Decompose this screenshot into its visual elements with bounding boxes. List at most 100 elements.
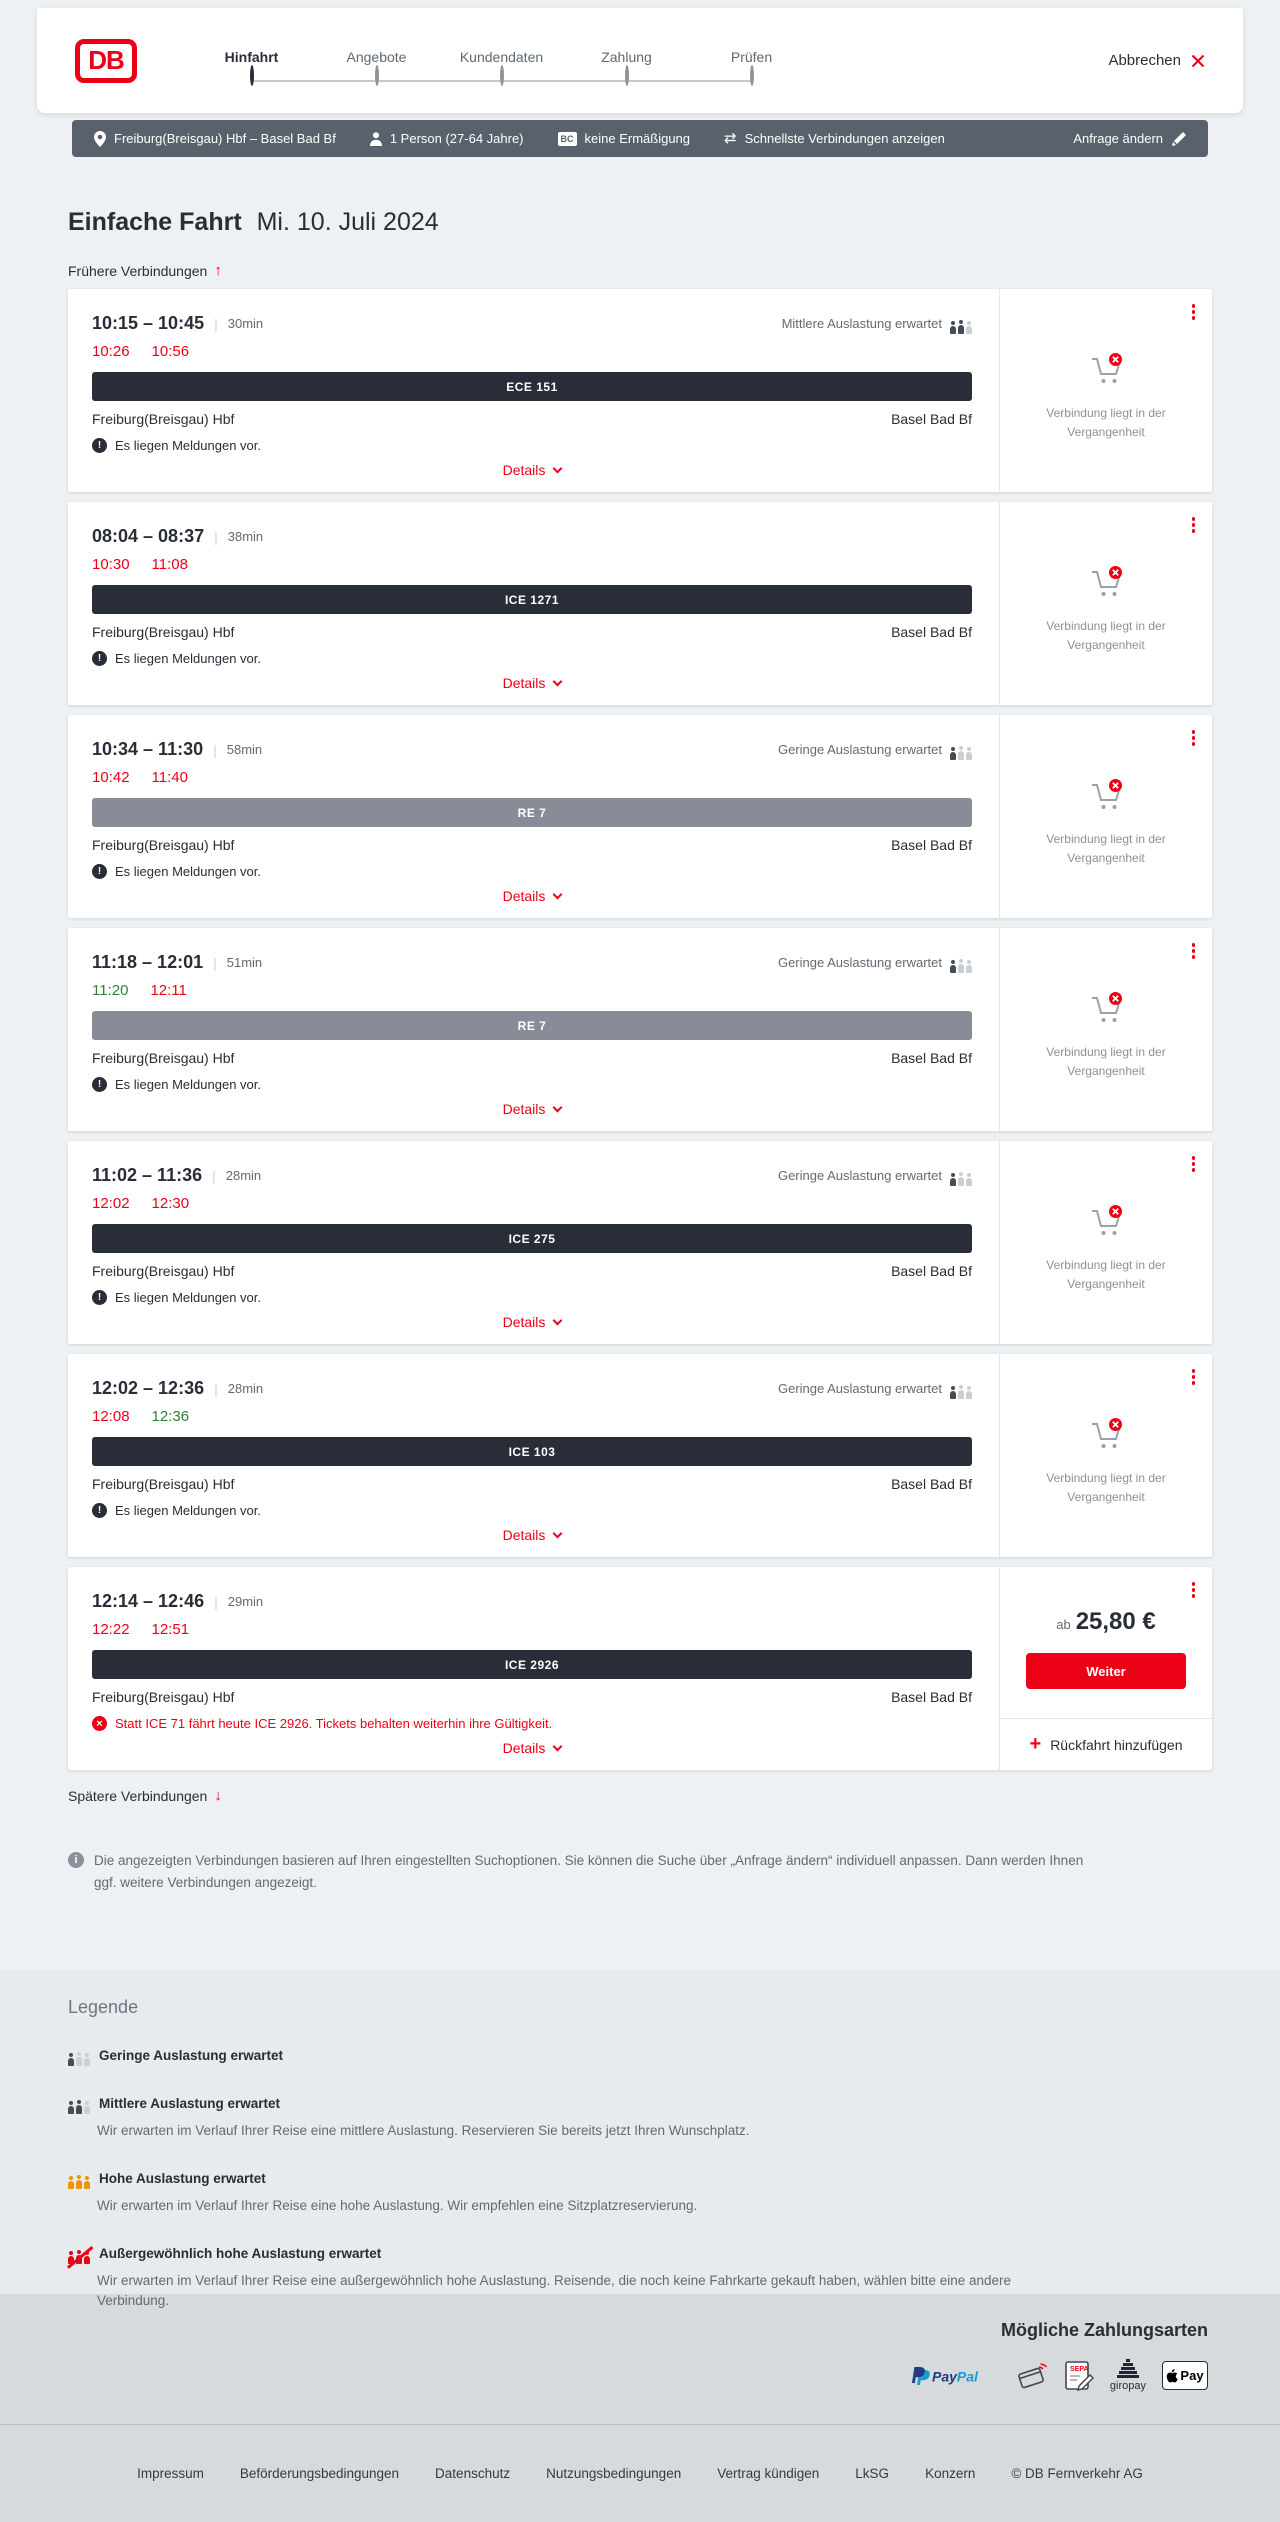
continue-button[interactable]: Weiter <box>1026 1653 1186 1689</box>
past-connection-label: Verbindung liegt in der Vergangenheit <box>1046 832 1166 865</box>
connection-options-menu[interactable] <box>1190 1580 1198 1600</box>
details-toggle[interactable]: Details <box>92 1527 972 1543</box>
connection-options-menu[interactable] <box>1190 515 1198 535</box>
cancel-button[interactable]: Abbrechen <box>1108 52 1205 69</box>
payment-methods-section: Mögliche Zahlungsarten PayPal <box>0 2294 1280 2424</box>
details-toggle[interactable]: Details <box>92 462 972 478</box>
origin-station: Freiburg(Breisgau) Hbf <box>92 1263 235 1279</box>
edit-search-button[interactable]: Anfrage ändern <box>1073 131 1186 146</box>
checkout-header: DB Hinfahrt Angebote Kundendaten Zahlung… <box>37 8 1243 113</box>
footer-link[interactable]: Datenschutz <box>435 2466 511 2481</box>
footer-link[interactable]: LkSG <box>855 2466 890 2481</box>
destination-station: Basel Bad Bf <box>891 1050 972 1066</box>
step-circle-icon <box>499 64 504 86</box>
delayed-arrival-time: 12:36 <box>151 1408 190 1425</box>
separator: | <box>213 741 217 758</box>
legend-item-title: Geringe Auslastung erwartet <box>99 2047 284 2063</box>
chevron-down-icon <box>552 676 563 687</box>
destination-station: Basel Bad Bf <box>891 1263 972 1279</box>
connection-duration: 58min <box>226 742 263 757</box>
checkout-step: Angebote <box>314 47 439 86</box>
connection-main: 12:02 – 12:36 | 28min Geringe Auslastung… <box>68 1354 999 1557</box>
connection-duration: 38min <box>227 529 264 544</box>
info-icon: i <box>68 1852 84 1868</box>
delayed-departure-time: 12:02 <box>92 1195 130 1212</box>
occupancy-indicator: Mittlere Auslastung erwartet <box>782 313 972 334</box>
svg-text:PayPal: PayPal <box>932 2368 979 2384</box>
chevron-down-icon <box>552 1102 563 1113</box>
train-band: RE 7 <box>92 798 972 827</box>
train-band: ECE 151 <box>92 372 972 401</box>
swap-arrows-icon: ⇄ <box>724 130 737 147</box>
cart-unavailable-icon <box>1092 779 1122 810</box>
connection-card: 11:18 – 12:01 | 51min Geringe Auslastung… <box>68 928 1212 1131</box>
discount-text: keine Ermäßigung <box>584 131 691 146</box>
realtime-row: 10:30 11:08 <box>92 556 972 573</box>
past-connection-label: Verbindung liegt in der Vergangenheit <box>1046 1471 1166 1504</box>
connection-message: ! Es liegen Meldungen vor. <box>92 651 972 666</box>
connection-times: 10:34 – 11:30 <box>92 739 204 759</box>
separator: | <box>212 1167 216 1184</box>
message-text: Es liegen Meldungen vor. <box>115 1077 261 1092</box>
origin-station: Freiburg(Breisgau) Hbf <box>92 411 235 427</box>
step-label: Hinfahrt <box>224 48 279 65</box>
chevron-down-icon <box>552 1741 563 1752</box>
paypal-icon: PayPal <box>910 2365 998 2387</box>
edit-search-label: Anfrage ändern <box>1073 131 1163 146</box>
later-connections-label: Spätere Verbindungen <box>68 1788 208 1804</box>
connection-options-menu[interactable] <box>1190 941 1198 961</box>
cart-unavailable-icon <box>1092 353 1122 384</box>
person-icon <box>369 131 382 146</box>
train-band: ICE 2926 <box>92 1650 972 1679</box>
connection-options-menu[interactable] <box>1190 1367 1198 1387</box>
details-label: Details <box>502 1314 546 1330</box>
close-icon <box>1191 54 1205 67</box>
details-toggle[interactable]: Details <box>92 1101 972 1117</box>
separator: | <box>213 954 217 971</box>
separator: | <box>214 528 218 545</box>
details-toggle[interactable]: Details <box>92 675 972 691</box>
footer-link[interactable]: Vertrag kündigen <box>717 2466 820 2481</box>
add-return-trip-button[interactable]: + Rückfahrt hinzufügen <box>1000 1718 1212 1770</box>
message-text: Es liegen Meldungen vor. <box>115 1290 261 1305</box>
occupancy-label: Geringe Auslastung erwartet <box>777 955 942 970</box>
occupancy-label: Geringe Auslastung erwartet <box>777 1168 942 1183</box>
step-circle-icon <box>249 64 254 86</box>
passenger-summary: 1 Person (27-64 Jahre) <box>369 131 524 146</box>
details-toggle[interactable]: Details <box>92 1314 972 1330</box>
connection-main: 11:02 – 11:36 | 28min Geringe Auslastung… <box>68 1141 999 1344</box>
footer-link[interactable]: Beförderungsbedingungen <box>239 2466 400 2481</box>
connection-side-panel: Verbindung liegt in der Vergangenheit <box>999 289 1212 492</box>
alert-icon: ! <box>92 1290 107 1305</box>
details-toggle[interactable]: Details <box>92 1740 972 1756</box>
details-toggle[interactable]: Details <box>92 888 972 904</box>
footer-link[interactable]: Konzern <box>925 2466 976 2481</box>
footer-link[interactable]: Impressum <box>137 2466 204 2481</box>
cancel-label: Abbrechen <box>1108 52 1181 69</box>
connection-card: 10:15 – 10:45 | 30min Mittlere Auslastun… <box>68 289 1212 492</box>
earlier-connections-link[interactable]: Frühere Verbindungen ↑ <box>68 261 222 281</box>
cart-unavailable-icon <box>1092 1418 1122 1449</box>
delayed-arrival-time: 12:51 <box>151 1621 190 1638</box>
connection-message: × Statt ICE 71 fährt heute ICE 2926. Tic… <box>92 1716 972 1731</box>
connection-options-menu[interactable] <box>1190 1154 1198 1174</box>
connection-list: 10:15 – 10:45 | 30min Mittlere Auslastun… <box>68 289 1212 1770</box>
connection-times: 11:18 – 12:01 <box>92 952 204 972</box>
past-connection-panel: Verbindung liegt in der Vergangenheit <box>1000 289 1212 492</box>
past-connection-panel: Verbindung liegt in der Vergangenheit <box>1000 928 1212 1131</box>
occupancy-indicator: Geringe Auslastung erwartet <box>778 1378 972 1399</box>
chevron-down-icon <box>552 889 563 900</box>
payment-icons: PayPal SEPA <box>72 2359 1208 2392</box>
message-text: Es liegen Meldungen vor. <box>115 438 261 453</box>
later-connections-link[interactable]: Spätere Verbindungen ↓ <box>68 1786 222 1806</box>
connection-message: ! Es liegen Meldungen vor. <box>92 438 972 453</box>
connection-options-menu[interactable] <box>1190 302 1198 322</box>
payment-methods-title: Mögliche Zahlungsarten <box>1000 2320 1208 2340</box>
footer-link[interactable]: Nutzungsbedingungen <box>546 2466 682 2481</box>
chevron-down-icon <box>552 1528 563 1539</box>
travel-date: Mi. 10. Juli 2024 <box>256 208 439 236</box>
legend-item-description: Wir erwarten im Verlauf Ihrer Reise eine… <box>97 2123 750 2138</box>
arrow-down-icon: ↓ <box>214 1787 222 1804</box>
connection-options-menu[interactable] <box>1190 728 1198 748</box>
fastest-text: Schnellste Verbindungen anzeigen <box>744 131 945 146</box>
